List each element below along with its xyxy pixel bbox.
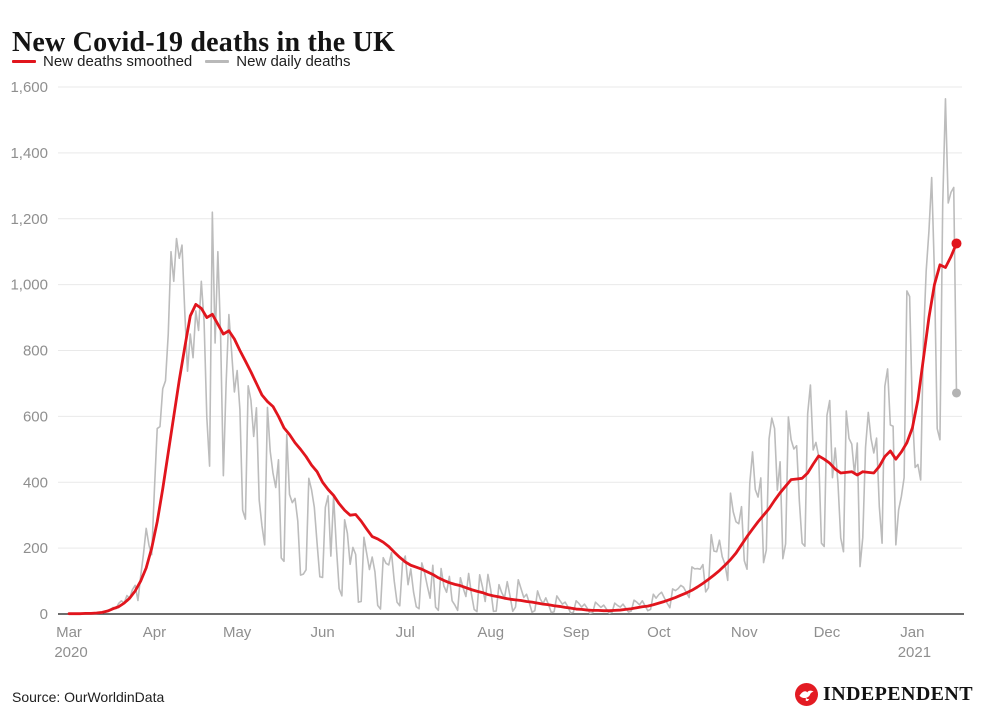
x-axis-tick-label: Dec bbox=[814, 624, 841, 641]
x-axis-tick-label: Jan bbox=[900, 624, 924, 641]
x-axis-tick-label: Aug bbox=[477, 624, 504, 641]
x-axis-year-label: 2021 bbox=[898, 644, 931, 661]
x-axis-tick-label: Jul bbox=[396, 624, 415, 641]
x-axis-tick-label: Mar bbox=[56, 624, 82, 641]
legend-label-daily: New daily deaths bbox=[236, 53, 351, 70]
x-axis-tick-label: Apr bbox=[143, 624, 166, 641]
x-axis-tick-label: May bbox=[223, 624, 252, 641]
y-axis-tick-label: 0 bbox=[40, 606, 48, 623]
page-title: New Covid-19 deaths in the UK bbox=[12, 26, 396, 58]
smoothed-line-swatch-icon bbox=[12, 60, 36, 63]
eagle-icon bbox=[795, 683, 819, 706]
daily-deaths-line bbox=[68, 98, 958, 615]
legend-label-smoothed: New deaths smoothed bbox=[43, 53, 193, 70]
x-axis-tick-label: Nov bbox=[731, 624, 758, 641]
smoothed-end-dot bbox=[951, 238, 962, 249]
y-axis-tick-label: 800 bbox=[23, 343, 48, 360]
y-axis-tick-label: 200 bbox=[23, 540, 48, 557]
independent-logo: INDEPENDENT bbox=[795, 683, 973, 706]
y-axis-tick-label: 1,400 bbox=[10, 145, 48, 162]
x-axis-year-label: 2020 bbox=[54, 644, 87, 661]
y-axis-tick-label: 1,200 bbox=[10, 211, 48, 228]
y-axis-tick-label: 600 bbox=[23, 408, 48, 425]
brand-wordmark: INDEPENDENT bbox=[823, 683, 973, 705]
y-axis-tick-label: 1,600 bbox=[10, 79, 48, 96]
x-axis-tick-label: Jun bbox=[310, 624, 334, 641]
y-axis-tick-label: 1,000 bbox=[10, 277, 48, 294]
daily-end-dot bbox=[951, 388, 961, 398]
legend-item-smoothed: New deaths smoothed bbox=[12, 53, 192, 70]
source-attribution: Source: OurWorldinData bbox=[12, 689, 165, 705]
y-axis-tick-label: 400 bbox=[23, 474, 48, 491]
x-axis-tick-label: Sep bbox=[563, 624, 590, 641]
legend-item-daily: New daily deaths bbox=[205, 53, 351, 70]
daily-line-swatch-icon bbox=[205, 60, 230, 63]
smoothed-deaths-line bbox=[67, 242, 958, 616]
x-axis-tick-label: Oct bbox=[647, 624, 671, 641]
chart-legend: New deaths smoothed New daily deaths bbox=[12, 53, 351, 70]
